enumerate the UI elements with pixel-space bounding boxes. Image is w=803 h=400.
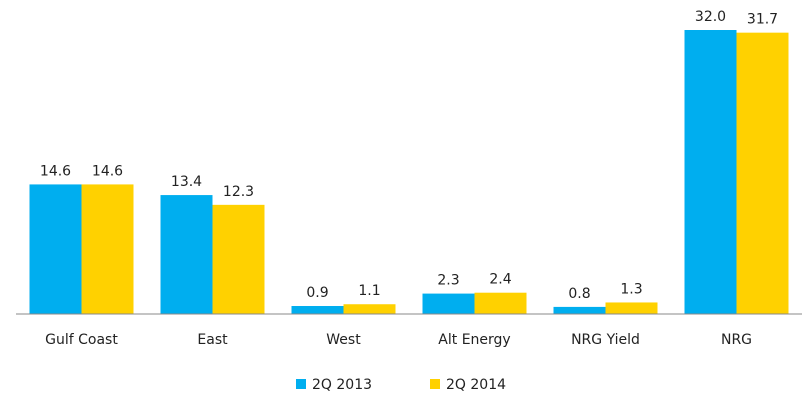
x-tick-label: NRG — [721, 332, 752, 348]
x-tick-label: East — [197, 332, 228, 348]
bar — [605, 302, 658, 314]
data-label: 13.4 — [171, 174, 202, 190]
data-label: 14.6 — [92, 163, 123, 179]
data-label: 32.0 — [695, 9, 726, 25]
x-tick-label: NRG Yield — [571, 332, 640, 348]
data-label: 0.9 — [306, 285, 328, 301]
data-label: 2.4 — [489, 272, 511, 288]
data-label: 12.3 — [223, 184, 254, 200]
bar — [684, 30, 737, 314]
data-label: 14.6 — [40, 163, 71, 179]
bar — [212, 204, 265, 314]
legend-swatch — [296, 379, 306, 389]
bar — [553, 306, 606, 314]
data-label: 2.3 — [437, 273, 459, 289]
bar — [81, 184, 134, 314]
bar — [29, 184, 82, 314]
bar — [474, 292, 527, 314]
legend-label: 2Q 2014 — [446, 377, 506, 393]
x-tick-label: West — [326, 332, 361, 348]
data-label: 1.3 — [620, 281, 642, 297]
bar — [422, 293, 475, 314]
data-label: 1.1 — [358, 283, 380, 299]
legend-swatch — [430, 379, 440, 389]
bar — [160, 195, 213, 314]
bar — [736, 32, 789, 314]
bar — [291, 306, 344, 314]
x-tick-label: Alt Energy — [438, 332, 510, 348]
legend-label: 2Q 2013 — [312, 377, 372, 393]
data-label: 31.7 — [747, 12, 778, 28]
bar — [343, 304, 396, 314]
data-label: 0.8 — [568, 286, 590, 302]
x-tick-label: Gulf Coast — [45, 332, 118, 348]
